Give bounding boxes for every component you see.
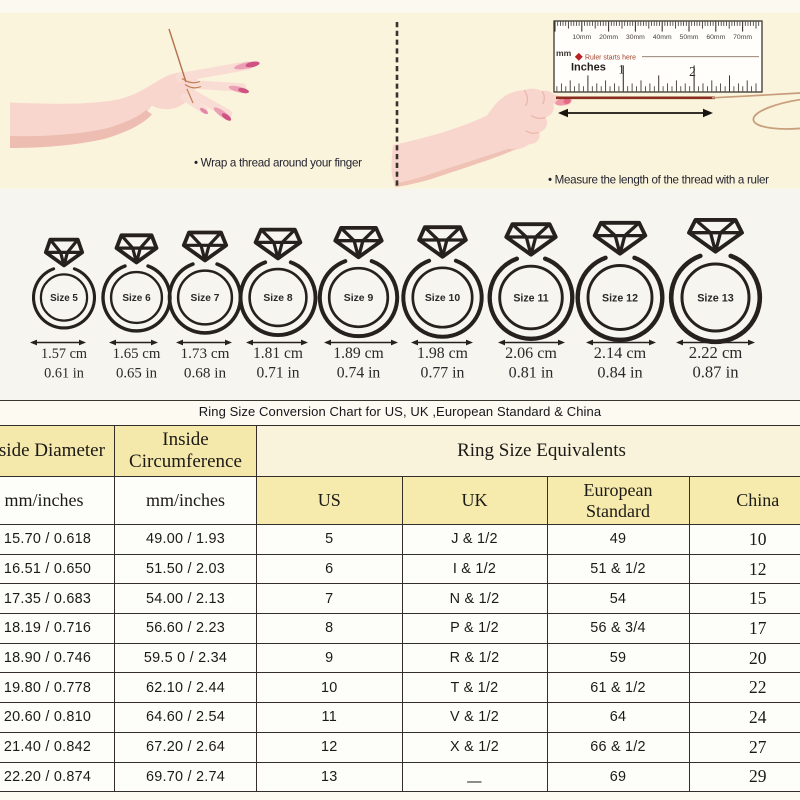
svg-text:2.14 cm: 2.14 cm <box>594 343 647 362</box>
svg-text:30mm: 30mm <box>626 34 645 41</box>
svg-text:1.89 cm: 1.89 cm <box>333 345 384 362</box>
svg-text:1.73 cm: 1.73 cm <box>181 345 230 362</box>
svg-text:Size 8: Size 8 <box>263 293 292 304</box>
svg-text:1.81 cm: 1.81 cm <box>253 345 303 362</box>
svg-text:50mm: 50mm <box>680 34 699 41</box>
svg-text:• Measure the length of the th: • Measure the length of the thread with … <box>548 174 769 187</box>
svg-text:Size 5: Size 5 <box>50 293 78 304</box>
svg-text:2.22 cm: 2.22 cm <box>689 343 743 362</box>
svg-text:Size 10: Size 10 <box>425 293 460 304</box>
svg-text:0.87 in: 0.87 in <box>692 363 739 382</box>
svg-text:2: 2 <box>689 64 696 79</box>
svg-text:Size 11: Size 11 <box>513 292 548 304</box>
svg-text:0.81 in: 0.81 in <box>509 365 554 382</box>
svg-text:60mm: 60mm <box>706 34 725 41</box>
svg-text:1.65 cm: 1.65 cm <box>113 346 161 362</box>
svg-text:Inches: Inches <box>571 62 606 74</box>
svg-text:40mm: 40mm <box>653 34 672 41</box>
svg-text:0.77 in: 0.77 in <box>421 365 465 382</box>
svg-text:• Wrap a thread around your fi: • Wrap a thread around your finger <box>194 157 362 170</box>
svg-text:1.98 cm: 1.98 cm <box>417 345 469 362</box>
svg-text:0.71 in: 0.71 in <box>256 365 299 382</box>
svg-text:mm: mm <box>556 48 572 58</box>
svg-text:0.84 in: 0.84 in <box>597 363 642 382</box>
svg-text:Size 7: Size 7 <box>191 293 220 304</box>
svg-text:0.68 in: 0.68 in <box>184 365 227 382</box>
svg-text:10mm: 10mm <box>572 34 591 41</box>
svg-text:Size 12: Size 12 <box>602 292 638 304</box>
svg-text:1.57 cm: 1.57 cm <box>41 346 87 362</box>
svg-text:0.65 in: 0.65 in <box>116 366 158 382</box>
svg-text:1: 1 <box>618 63 624 77</box>
svg-text:Size 13: Size 13 <box>697 292 734 304</box>
svg-text:70mm: 70mm <box>733 34 752 41</box>
svg-text:20mm: 20mm <box>599 34 618 41</box>
svg-text:Size 9: Size 9 <box>344 293 374 304</box>
svg-text:0.74 in: 0.74 in <box>337 365 381 382</box>
svg-text:0.61 in: 0.61 in <box>44 366 84 382</box>
svg-text:Size 6: Size 6 <box>122 293 151 304</box>
svg-text:Ruler starts here: Ruler starts here <box>585 54 636 61</box>
svg-text:2.06 cm: 2.06 cm <box>505 345 557 362</box>
